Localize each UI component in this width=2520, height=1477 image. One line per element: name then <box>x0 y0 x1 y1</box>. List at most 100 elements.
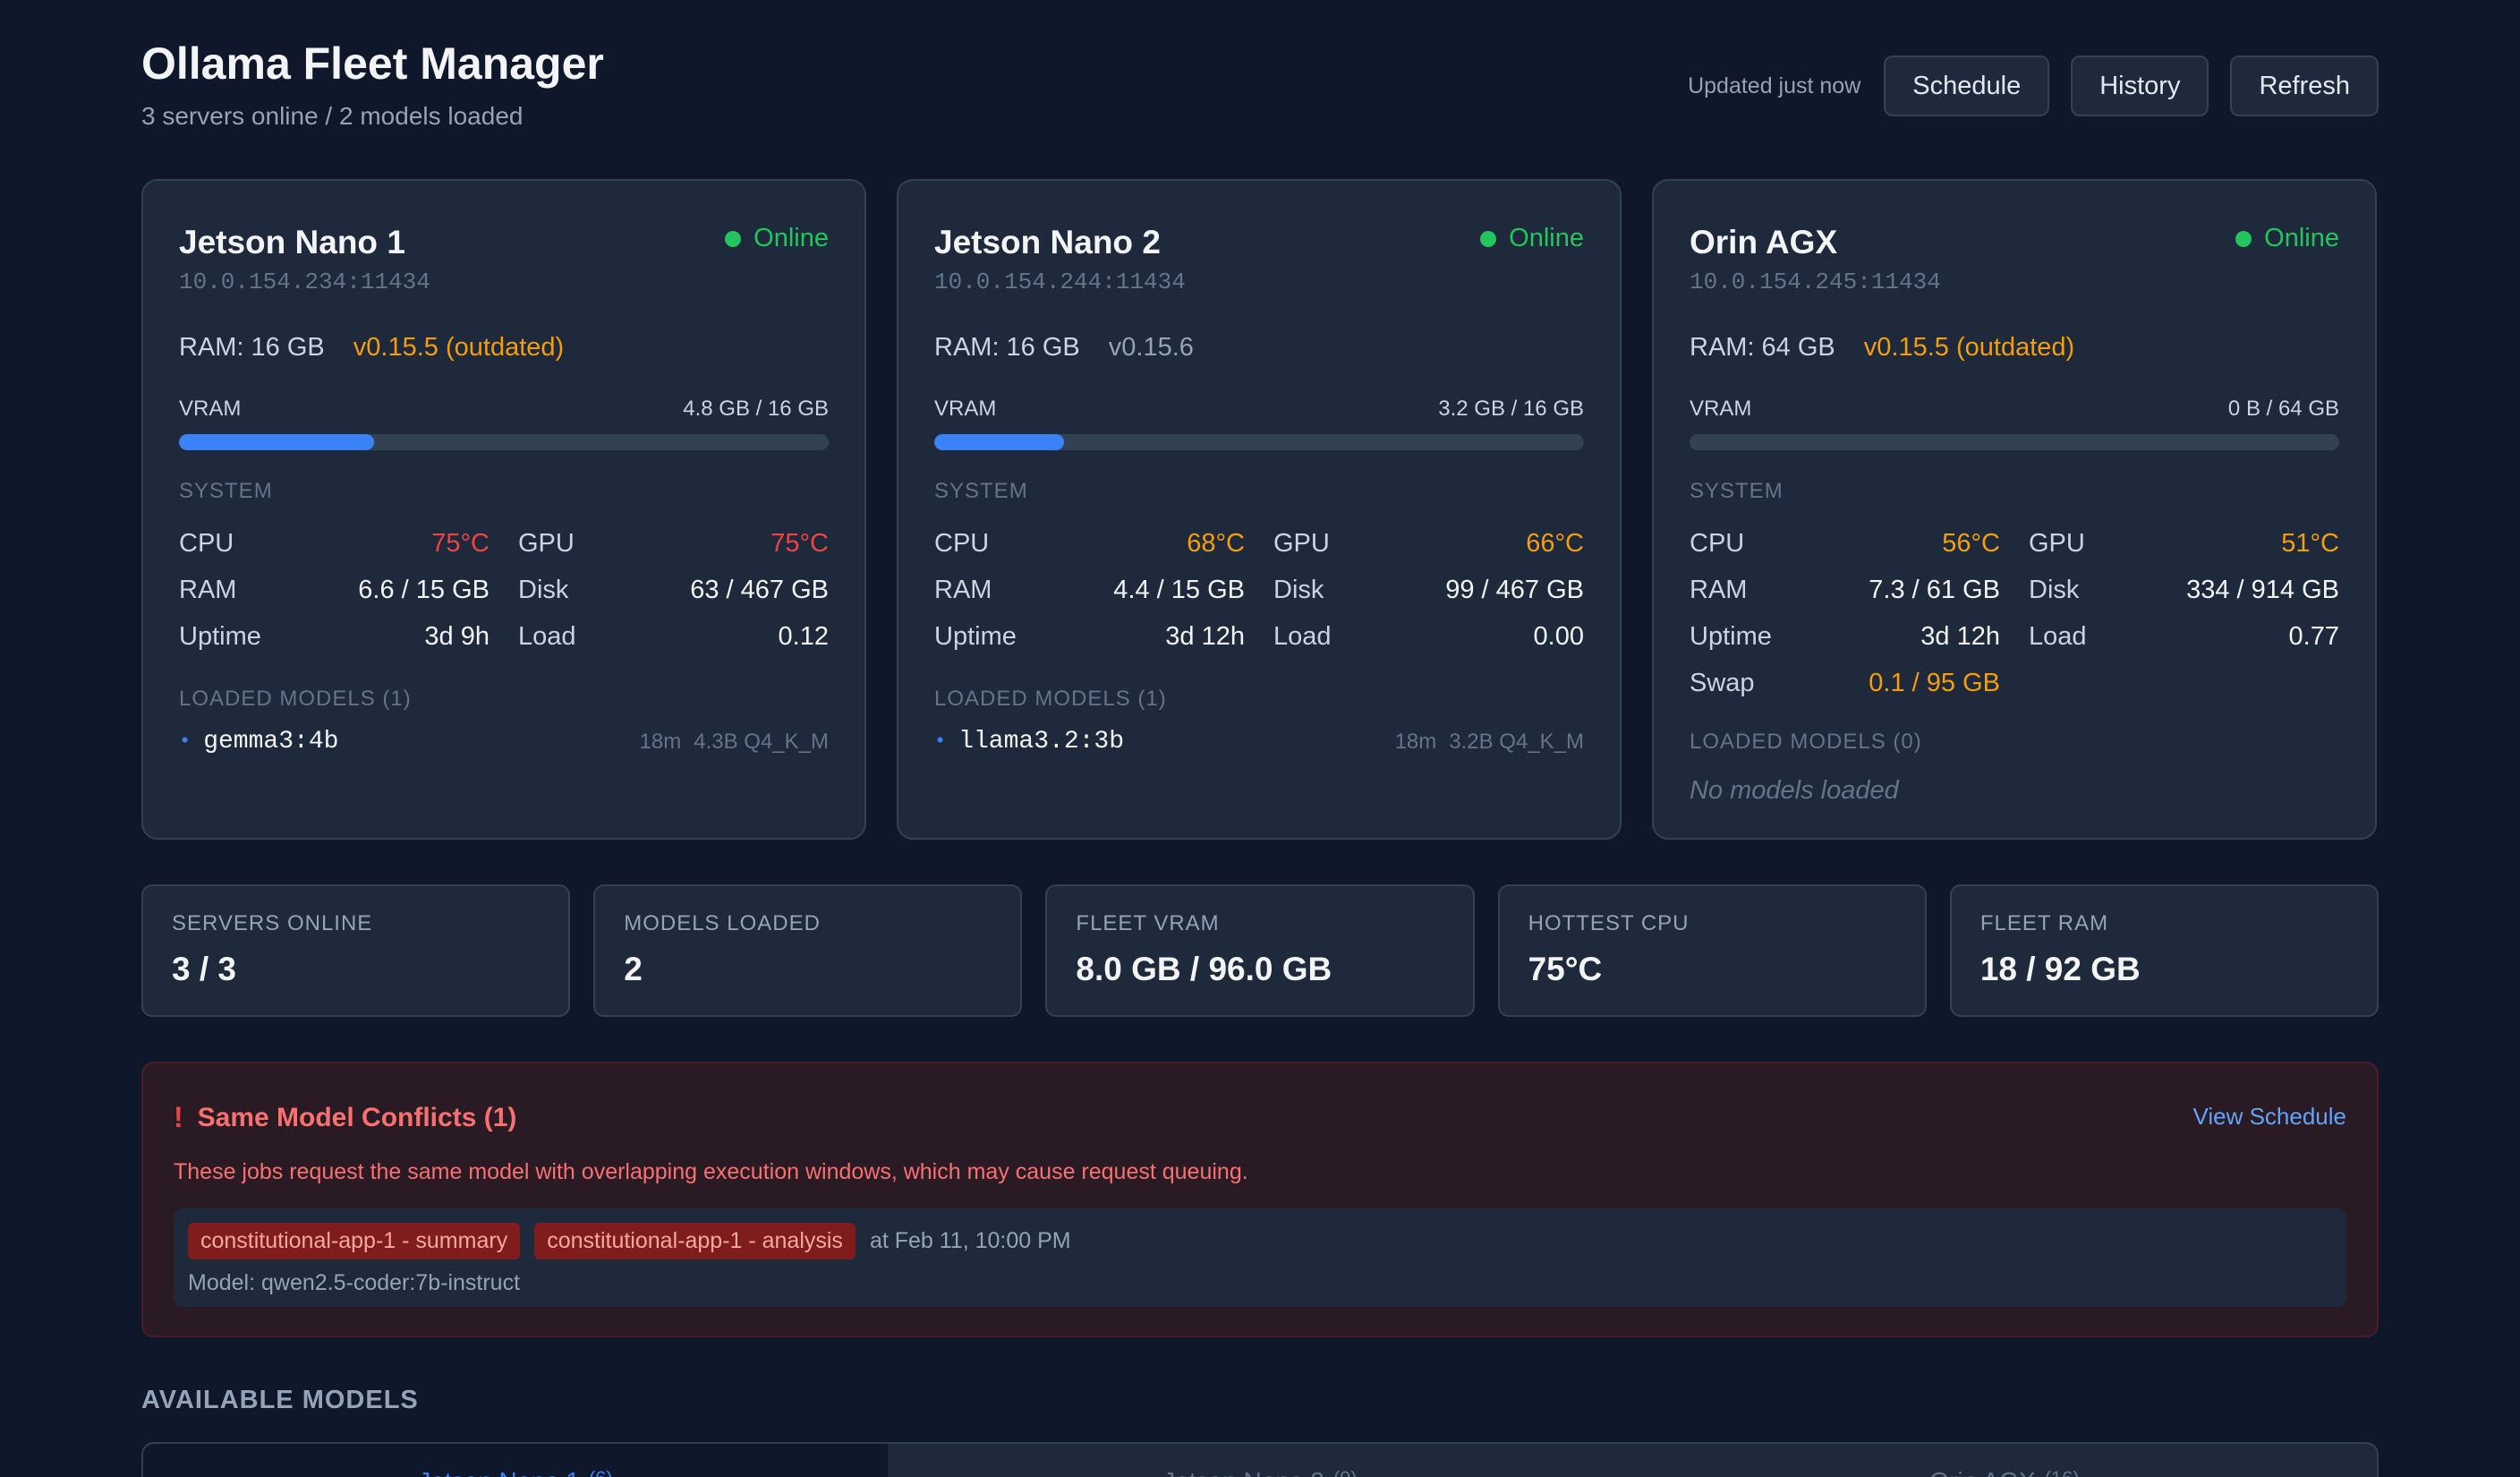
history-button[interactable]: History <box>2071 55 2209 116</box>
loaded-models-label: LOADED MODELS (1) <box>934 687 1167 711</box>
status-text: Online <box>2264 224 2339 252</box>
fleet-summary: SERVERS ONLINE 3 / 3 MODELS LOADED 2 FLE… <box>141 884 2380 1017</box>
same-model-conflicts-panel: ! Same Model Conflicts (1) View Schedule… <box>141 1062 2379 1337</box>
stat-cpu: CPU 56°C <box>1690 520 2000 567</box>
stat-value: 66°C <box>1526 528 1584 558</box>
vram-bar-fill <box>179 434 374 450</box>
server-card-jetson-nano-2: Jetson Nano 2 10.0.154.244:11434 Online … <box>897 179 1622 840</box>
tab-jetson-nano-1[interactable]: Jetson Nano 1 (6) <box>143 1444 888 1477</box>
stat-label: Uptime <box>934 621 1017 651</box>
stat-value: 51°C <box>2281 528 2339 558</box>
total-ram: RAM: 16 GB <box>934 333 1080 362</box>
page-subtitle: 3 servers online / 2 models loaded <box>141 102 524 130</box>
loaded-models-label: LOADED MODELS (0) <box>1690 730 1922 754</box>
refresh-button[interactable]: Refresh <box>2230 55 2379 116</box>
available-models-label: AVAILABLE MODELS <box>141 1386 419 1414</box>
system-label: SYSTEM <box>934 479 1028 503</box>
stat-cpu: CPU 75°C <box>179 520 490 567</box>
vram-header: VRAM 4.8 GB / 16 GB <box>179 397 829 422</box>
conflicts-description: These jobs request the same model with o… <box>174 1159 1248 1184</box>
total-ram: RAM: 64 GB <box>1690 333 1835 362</box>
summary-value: 3 / 3 <box>172 951 236 987</box>
list-item: • gemma3:4b 18m 4.3B Q4_K_M <box>179 728 829 756</box>
conflict-model: Model: qwen2.5-coder:7b-instruct <box>188 1270 521 1295</box>
stat-value: 68°C <box>1187 528 1245 558</box>
stat-cpu: CPU 68°C <box>934 520 1245 567</box>
stat-uptime: Uptime 3d 9h <box>179 613 490 660</box>
schedule-button[interactable]: Schedule <box>1884 55 2050 116</box>
ram-version-line: RAM: 16 GB v0.15.6 <box>934 333 1584 363</box>
header: Ollama Fleet Manager 3 servers online / … <box>141 0 2379 179</box>
model-name: llama3.2:3b <box>958 728 1125 756</box>
conflict-time: at Feb 11, 10:00 PM <box>869 1228 1071 1253</box>
summary-label: SERVERS ONLINE <box>172 911 373 935</box>
version-badge: v0.15.6 <box>1108 333 1194 362</box>
online-dot-icon <box>725 230 742 247</box>
conflict-item: constitutional-app-1 - summary constitut… <box>174 1208 2346 1307</box>
tab-count: (9) <box>1333 1467 1358 1477</box>
server-cards: Jetson Nano 1 10.0.154.234:11434 Online … <box>141 179 2379 840</box>
summary-value: 8.0 GB / 96.0 GB <box>1076 951 1332 987</box>
server-name: Jetson Nano 1 <box>179 224 405 260</box>
stat-disk: Disk 63 / 467 GB <box>518 567 829 613</box>
stat-value: 6.6 / 15 GB <box>358 575 490 604</box>
stat-label: Load <box>2029 621 2087 651</box>
stat-ram: RAM 6.6 / 15 GB <box>179 567 490 613</box>
stat-label: RAM <box>179 575 237 604</box>
no-models-text: No models loaded <box>1690 776 1899 805</box>
stat-value: 75°C <box>431 528 490 558</box>
tab-jetson-nano-2[interactable]: Jetson Nano 2 (9) <box>888 1444 1632 1477</box>
stat-label: CPU <box>1690 528 1745 558</box>
summary-value: 18 / 92 GB <box>1979 951 2141 987</box>
stat-label: GPU <box>2029 528 2085 558</box>
conflicts-title: ! Same Model Conflicts (1) <box>174 1101 2346 1134</box>
stat-label: Disk <box>518 575 569 604</box>
stat-label: CPU <box>179 528 234 558</box>
server-card-jetson-nano-1: Jetson Nano 1 10.0.154.234:11434 Online … <box>141 179 866 840</box>
stat-label: RAM <box>934 575 992 604</box>
summary-value: 75°C <box>1528 951 1603 987</box>
status-text: Online <box>1509 224 1584 252</box>
summary-label: MODELS LOADED <box>624 911 821 935</box>
job-tag: constitutional-app-1 - summary <box>188 1223 521 1259</box>
stat-label: Load <box>1273 621 1332 651</box>
stat-value: 75°C <box>770 528 829 558</box>
tab-label: Jetson Nano 2 <box>1162 1467 1324 1477</box>
stat-value: 0.1 / 95 GB <box>1869 668 2000 697</box>
model-meta: 18m 4.3B Q4_K_M <box>640 730 829 755</box>
list-item: • llama3.2:3b 18m 3.2B Q4_K_M <box>934 728 1584 756</box>
model-name-wrap: • llama3.2:3b <box>934 728 1124 756</box>
model-meta: 18m 3.2B Q4_K_M <box>1395 730 1584 755</box>
stat-label: Disk <box>2029 575 2080 604</box>
model-age: 18m <box>1394 729 1437 754</box>
available-models-tabs: Jetson Nano 1 (6) Jetson Nano 2 (9) Orin… <box>141 1442 2379 1477</box>
stat-ram: RAM 4.4 / 15 GB <box>934 567 1245 613</box>
ram-version-line: RAM: 16 GB v0.15.5 (outdated) <box>179 333 829 363</box>
stat-label: Uptime <box>179 621 261 651</box>
summary-card-hottest-cpu: HOTTEST CPU 75°C <box>1497 884 1927 1017</box>
model-detail: 4.3B Q4_K_M <box>694 729 829 754</box>
server-address: 10.0.154.234:11434 <box>179 269 430 295</box>
stat-value: 99 / 467 GB <box>1445 575 1584 604</box>
system-label: SYSTEM <box>1690 479 1784 503</box>
stat-label: Disk <box>1273 575 1324 604</box>
summary-card-models-loaded: MODELS LOADED 2 <box>593 884 1023 1017</box>
ram-version-line: RAM: 64 GB v0.15.5 (outdated) <box>1690 333 2339 363</box>
summary-card-fleet-vram: FLEET VRAM 8.0 GB / 96.0 GB <box>1045 884 1475 1017</box>
server-name: Orin AGX <box>1690 224 1838 260</box>
stat-ram: RAM 7.3 / 61 GB <box>1690 567 2000 613</box>
stat-value: 3d 12h <box>1165 621 1245 651</box>
status-badge: Online <box>725 224 829 253</box>
tab-orin-agx[interactable]: Orin AGX (16) <box>1632 1444 2377 1477</box>
model-age: 18m <box>639 729 682 754</box>
tab-count: (16) <box>2045 1467 2080 1477</box>
tab-label: Jetson Nano 1 <box>418 1467 580 1477</box>
conflict-jobs: constitutional-app-1 - summary constitut… <box>188 1223 2332 1259</box>
view-schedule-link[interactable]: View Schedule <box>2192 1103 2346 1130</box>
stat-label: Load <box>518 621 576 651</box>
online-dot-icon <box>2235 230 2252 247</box>
model-name-wrap: • gemma3:4b <box>179 728 338 756</box>
stat-value: 4.4 / 15 GB <box>1113 575 1245 604</box>
summary-card-servers-online: SERVERS ONLINE 3 / 3 <box>141 884 571 1017</box>
stat-label: RAM <box>1690 575 1748 604</box>
